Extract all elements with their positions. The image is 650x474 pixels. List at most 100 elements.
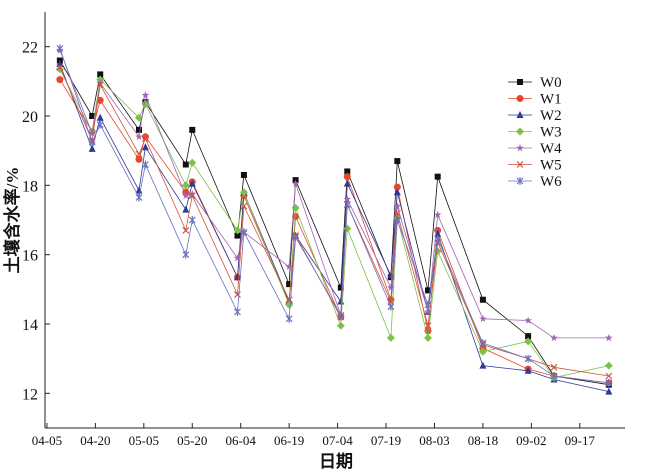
data-point-w5 — [188, 192, 196, 200]
data-point-w6 — [292, 233, 300, 242]
x-tick-label: 04-05 — [32, 433, 62, 448]
data-point-w0 — [182, 161, 189, 168]
legend-marker — [517, 79, 523, 85]
data-point-w2 — [96, 113, 104, 121]
data-point-w6 — [605, 378, 613, 387]
data-point-w0 — [286, 281, 293, 288]
data-point-w3 — [386, 333, 395, 342]
data-point-w5 — [96, 81, 104, 89]
data-point-w0 — [525, 333, 532, 340]
legend-label: W6 — [540, 174, 562, 190]
data-point-w6 — [479, 339, 487, 348]
data-point-w4 — [343, 195, 352, 203]
data-point-w6 — [424, 300, 432, 309]
data-point-w6 — [550, 372, 558, 380]
data-point-w4 — [424, 307, 432, 316]
data-point-w3 — [478, 347, 487, 356]
data-point-w3 — [604, 361, 613, 370]
y-tick-label: 20 — [22, 109, 38, 126]
x-tick-label: 07-04 — [322, 433, 353, 448]
data-point-w5 — [424, 322, 432, 330]
legend-marker — [516, 177, 524, 185]
data-point-w2 — [524, 366, 532, 374]
data-point-w3 — [181, 181, 190, 190]
data-point-w4 — [188, 190, 197, 198]
data-point-w2 — [188, 179, 196, 187]
data-point-w6 — [524, 354, 532, 363]
data-point-w2 — [479, 361, 487, 369]
data-point-w2 — [233, 273, 241, 281]
data-point-w4 — [433, 210, 442, 218]
data-point-w6 — [88, 138, 96, 146]
y-tick-label: 12 — [22, 386, 38, 403]
data-point-w1 — [135, 155, 143, 163]
data-point-w3 — [239, 188, 248, 197]
x-tick-label: 05-05 — [129, 433, 159, 448]
data-point-w5 — [387, 298, 395, 305]
data-point-w2 — [605, 387, 613, 395]
data-point-w4 — [233, 254, 242, 262]
legend-item-w3: W3 — [508, 125, 562, 141]
data-point-w4 — [285, 262, 293, 270]
data-point-w2 — [343, 179, 351, 187]
legend-marker — [516, 95, 524, 102]
data-point-w6 — [434, 235, 442, 244]
series-w5 — [56, 64, 613, 380]
data-point-w1 — [343, 173, 351, 181]
data-point-w4 — [550, 333, 558, 342]
data-point-w3 — [524, 337, 533, 346]
y-tick-label: 22 — [22, 40, 38, 57]
legend-item-w2: W2 — [508, 108, 562, 124]
legend-label: W3 — [540, 125, 562, 141]
data-point-w5 — [135, 150, 143, 158]
data-point-w4 — [387, 283, 395, 291]
legend-marker — [516, 161, 524, 168]
data-point-w4 — [141, 91, 150, 99]
data-point-w0 — [394, 158, 401, 165]
x-tick-label: 06-19 — [274, 433, 304, 448]
data-point-w6 — [343, 200, 351, 209]
data-point-w5 — [56, 64, 64, 71]
legend-item-w4: W4 — [508, 141, 562, 157]
data-point-w0 — [89, 113, 96, 119]
legend-label: W1 — [540, 92, 562, 108]
data-point-w3 — [233, 226, 242, 235]
series-line-w4 — [59, 49, 609, 339]
x-axis-label: 日期 — [319, 452, 353, 471]
data-point-w6 — [285, 314, 293, 323]
x-tick-label: 09-02 — [516, 433, 546, 448]
data-point-w6 — [234, 307, 241, 316]
data-point-w2 — [393, 188, 401, 196]
data-point-w4 — [605, 333, 613, 342]
data-point-w6 — [142, 160, 149, 169]
data-point-w0 — [135, 126, 142, 133]
x-tick-label: 07-19 — [371, 433, 401, 448]
data-point-w1 — [393, 183, 401, 191]
data-point-w5 — [550, 363, 558, 371]
y-tick-label: 14 — [22, 317, 38, 334]
data-point-w0 — [425, 287, 432, 294]
data-point-w5 — [182, 226, 190, 234]
y-tick-label: 18 — [22, 178, 38, 195]
data-point-w5 — [240, 202, 248, 210]
x-tick-label: 09-17 — [565, 433, 596, 448]
data-point-w2 — [141, 143, 149, 151]
data-point-w3 — [188, 158, 197, 167]
data-point-w1 — [56, 76, 64, 84]
data-point-w0 — [234, 232, 241, 239]
data-point-w5 — [605, 372, 613, 380]
data-point-w0 — [344, 168, 351, 175]
data-point-w3 — [336, 321, 345, 330]
legend-marker — [516, 111, 524, 118]
legend-marker — [516, 127, 524, 136]
data-point-w3 — [424, 333, 433, 342]
x-tick-label: 06-04 — [226, 433, 257, 448]
data-point-w0 — [479, 296, 486, 303]
legend-label: W0 — [540, 75, 562, 91]
data-point-w6 — [56, 44, 64, 53]
data-point-w4 — [88, 129, 96, 137]
data-point-w3 — [285, 300, 294, 309]
